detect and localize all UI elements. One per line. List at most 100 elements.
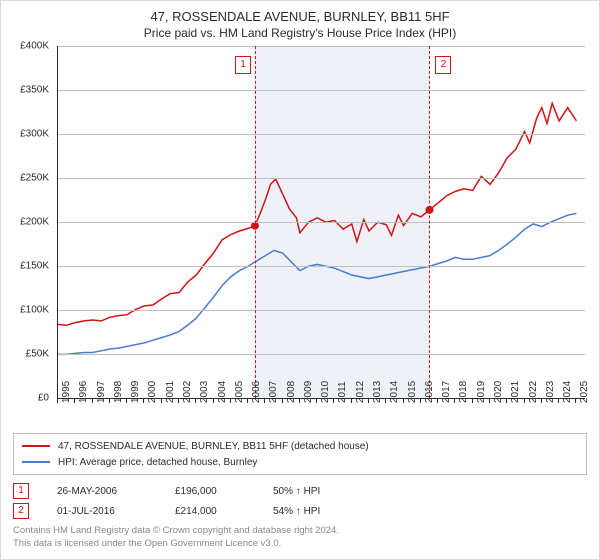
ytick-label: £200K: [20, 217, 49, 228]
legend: 47, ROSSENDALE AVENUE, BURNLEY, BB11 5HF…: [13, 433, 587, 475]
footer-line-1: Contains HM Land Registry data © Crown c…: [13, 525, 587, 538]
xtick-label: 2000: [147, 381, 158, 403]
grid-line: [58, 222, 585, 223]
sales-row: 1 26-MAY-2006 £196,000 50% ↑ HPI: [13, 481, 587, 501]
xtick: [472, 399, 473, 403]
xtick: [420, 399, 421, 403]
sales-table: 1 26-MAY-2006 £196,000 50% ↑ HPI 2 01-JU…: [13, 481, 587, 521]
xtick: [333, 399, 334, 403]
xtick: [195, 399, 196, 403]
xtick: [524, 399, 525, 403]
xtick: [403, 399, 404, 403]
xtick-label: 2015: [407, 381, 418, 403]
xtick: [506, 399, 507, 403]
xtick-label: 2025: [579, 381, 590, 403]
sale-marker-line: [255, 46, 256, 398]
xtick: [351, 399, 352, 403]
xtick-label: 2010: [320, 381, 331, 403]
y-axis-labels: £0£50K£100K£150K£200K£250K£300K£350K£400…: [13, 46, 53, 398]
legend-row: 47, ROSSENDALE AVENUE, BURNLEY, BB11 5HF…: [22, 438, 578, 454]
xtick: [264, 399, 265, 403]
grid-line: [58, 134, 585, 135]
xtick-label: 2002: [182, 381, 193, 403]
xtick-label: 1999: [130, 381, 141, 403]
footer-note: Contains HM Land Registry data © Crown c…: [13, 525, 587, 551]
xtick: [213, 399, 214, 403]
xtick: [230, 399, 231, 403]
legend-label-hpi: HPI: Average price, detached house, Burn…: [58, 457, 257, 468]
chart-card: 47, ROSSENDALE AVENUE, BURNLEY, BB11 5HF…: [0, 0, 600, 560]
sale-price: £196,000: [175, 486, 245, 497]
sale-diff: 54% ↑ HPI: [273, 506, 353, 517]
footer-line-2: This data is licensed under the Open Gov…: [13, 538, 587, 551]
xtick-label: 1997: [96, 381, 107, 403]
xtick-label: 2008: [286, 381, 297, 403]
grid-line: [58, 310, 585, 311]
xtick: [126, 399, 127, 403]
xtick-label: 1998: [113, 381, 124, 403]
xtick-label: 2016: [424, 381, 435, 403]
xtick-label: 2023: [545, 381, 556, 403]
series-line: [58, 213, 576, 354]
xtick: [299, 399, 300, 403]
xtick: [541, 399, 542, 403]
xtick-label: 2021: [510, 381, 521, 403]
sale-diff: 50% ↑ HPI: [273, 486, 353, 497]
legend-row: HPI: Average price, detached house, Burn…: [22, 454, 578, 470]
title-main: 47, ROSSENDALE AVENUE, BURNLEY, BB11 5HF: [13, 9, 587, 24]
x-axis-labels: 1995199619971998199920002001200220032004…: [57, 399, 585, 427]
xtick: [109, 399, 110, 403]
grid-line: [58, 354, 585, 355]
xtick-label: 2007: [268, 381, 279, 403]
xtick: [57, 399, 58, 403]
xtick-label: 2011: [337, 382, 348, 404]
xtick: [282, 399, 283, 403]
xtick-label: 2018: [458, 381, 469, 403]
xtick-label: 2013: [372, 381, 383, 403]
grid-line: [58, 46, 585, 47]
ytick-label: £50K: [26, 349, 49, 360]
ytick-label: £400K: [20, 41, 49, 52]
xtick-label: 1996: [78, 381, 89, 403]
xtick: [385, 399, 386, 403]
xtick-label: 1995: [61, 381, 72, 403]
xtick: [316, 399, 317, 403]
xtick-label: 2006: [251, 381, 262, 403]
sale-marker-badge: 2: [435, 56, 451, 74]
xtick-label: 2019: [476, 381, 487, 403]
xtick-label: 2022: [528, 381, 539, 403]
sale-marker-badge: 1: [235, 56, 251, 74]
xtick-label: 2017: [441, 381, 452, 403]
sale-price: £214,000: [175, 506, 245, 517]
ytick-label: £300K: [20, 129, 49, 140]
ytick-label: £350K: [20, 85, 49, 96]
ytick-label: £100K: [20, 305, 49, 316]
plot-area: 12: [57, 46, 585, 399]
xtick-label: 2012: [355, 381, 366, 403]
chart: £0£50K£100K£150K£200K£250K£300K£350K£400…: [13, 46, 587, 427]
xtick-label: 2014: [389, 381, 400, 403]
xtick: [178, 399, 179, 403]
sales-row: 2 01-JUL-2016 £214,000 54% ↑ HPI: [13, 501, 587, 521]
ytick-label: £150K: [20, 261, 49, 272]
xtick: [437, 399, 438, 403]
titles: 47, ROSSENDALE AVENUE, BURNLEY, BB11 5HF…: [13, 9, 587, 46]
xtick: [74, 399, 75, 403]
grid-line: [58, 178, 585, 179]
xtick: [368, 399, 369, 403]
xtick: [92, 399, 93, 403]
ytick-label: £250K: [20, 173, 49, 184]
xtick-label: 2004: [217, 381, 228, 403]
xtick-label: 2001: [165, 381, 176, 403]
ytick-label: £0: [38, 393, 49, 404]
xtick: [247, 399, 248, 403]
xtick-label: 2009: [303, 381, 314, 403]
grid-line: [58, 266, 585, 267]
xtick: [161, 399, 162, 403]
xtick-label: 2003: [199, 381, 210, 403]
xtick: [489, 399, 490, 403]
legend-swatch-price: [22, 445, 50, 447]
legend-label-price: 47, ROSSENDALE AVENUE, BURNLEY, BB11 5HF…: [58, 441, 369, 452]
grid-line: [58, 90, 585, 91]
xtick-label: 2005: [234, 381, 245, 403]
